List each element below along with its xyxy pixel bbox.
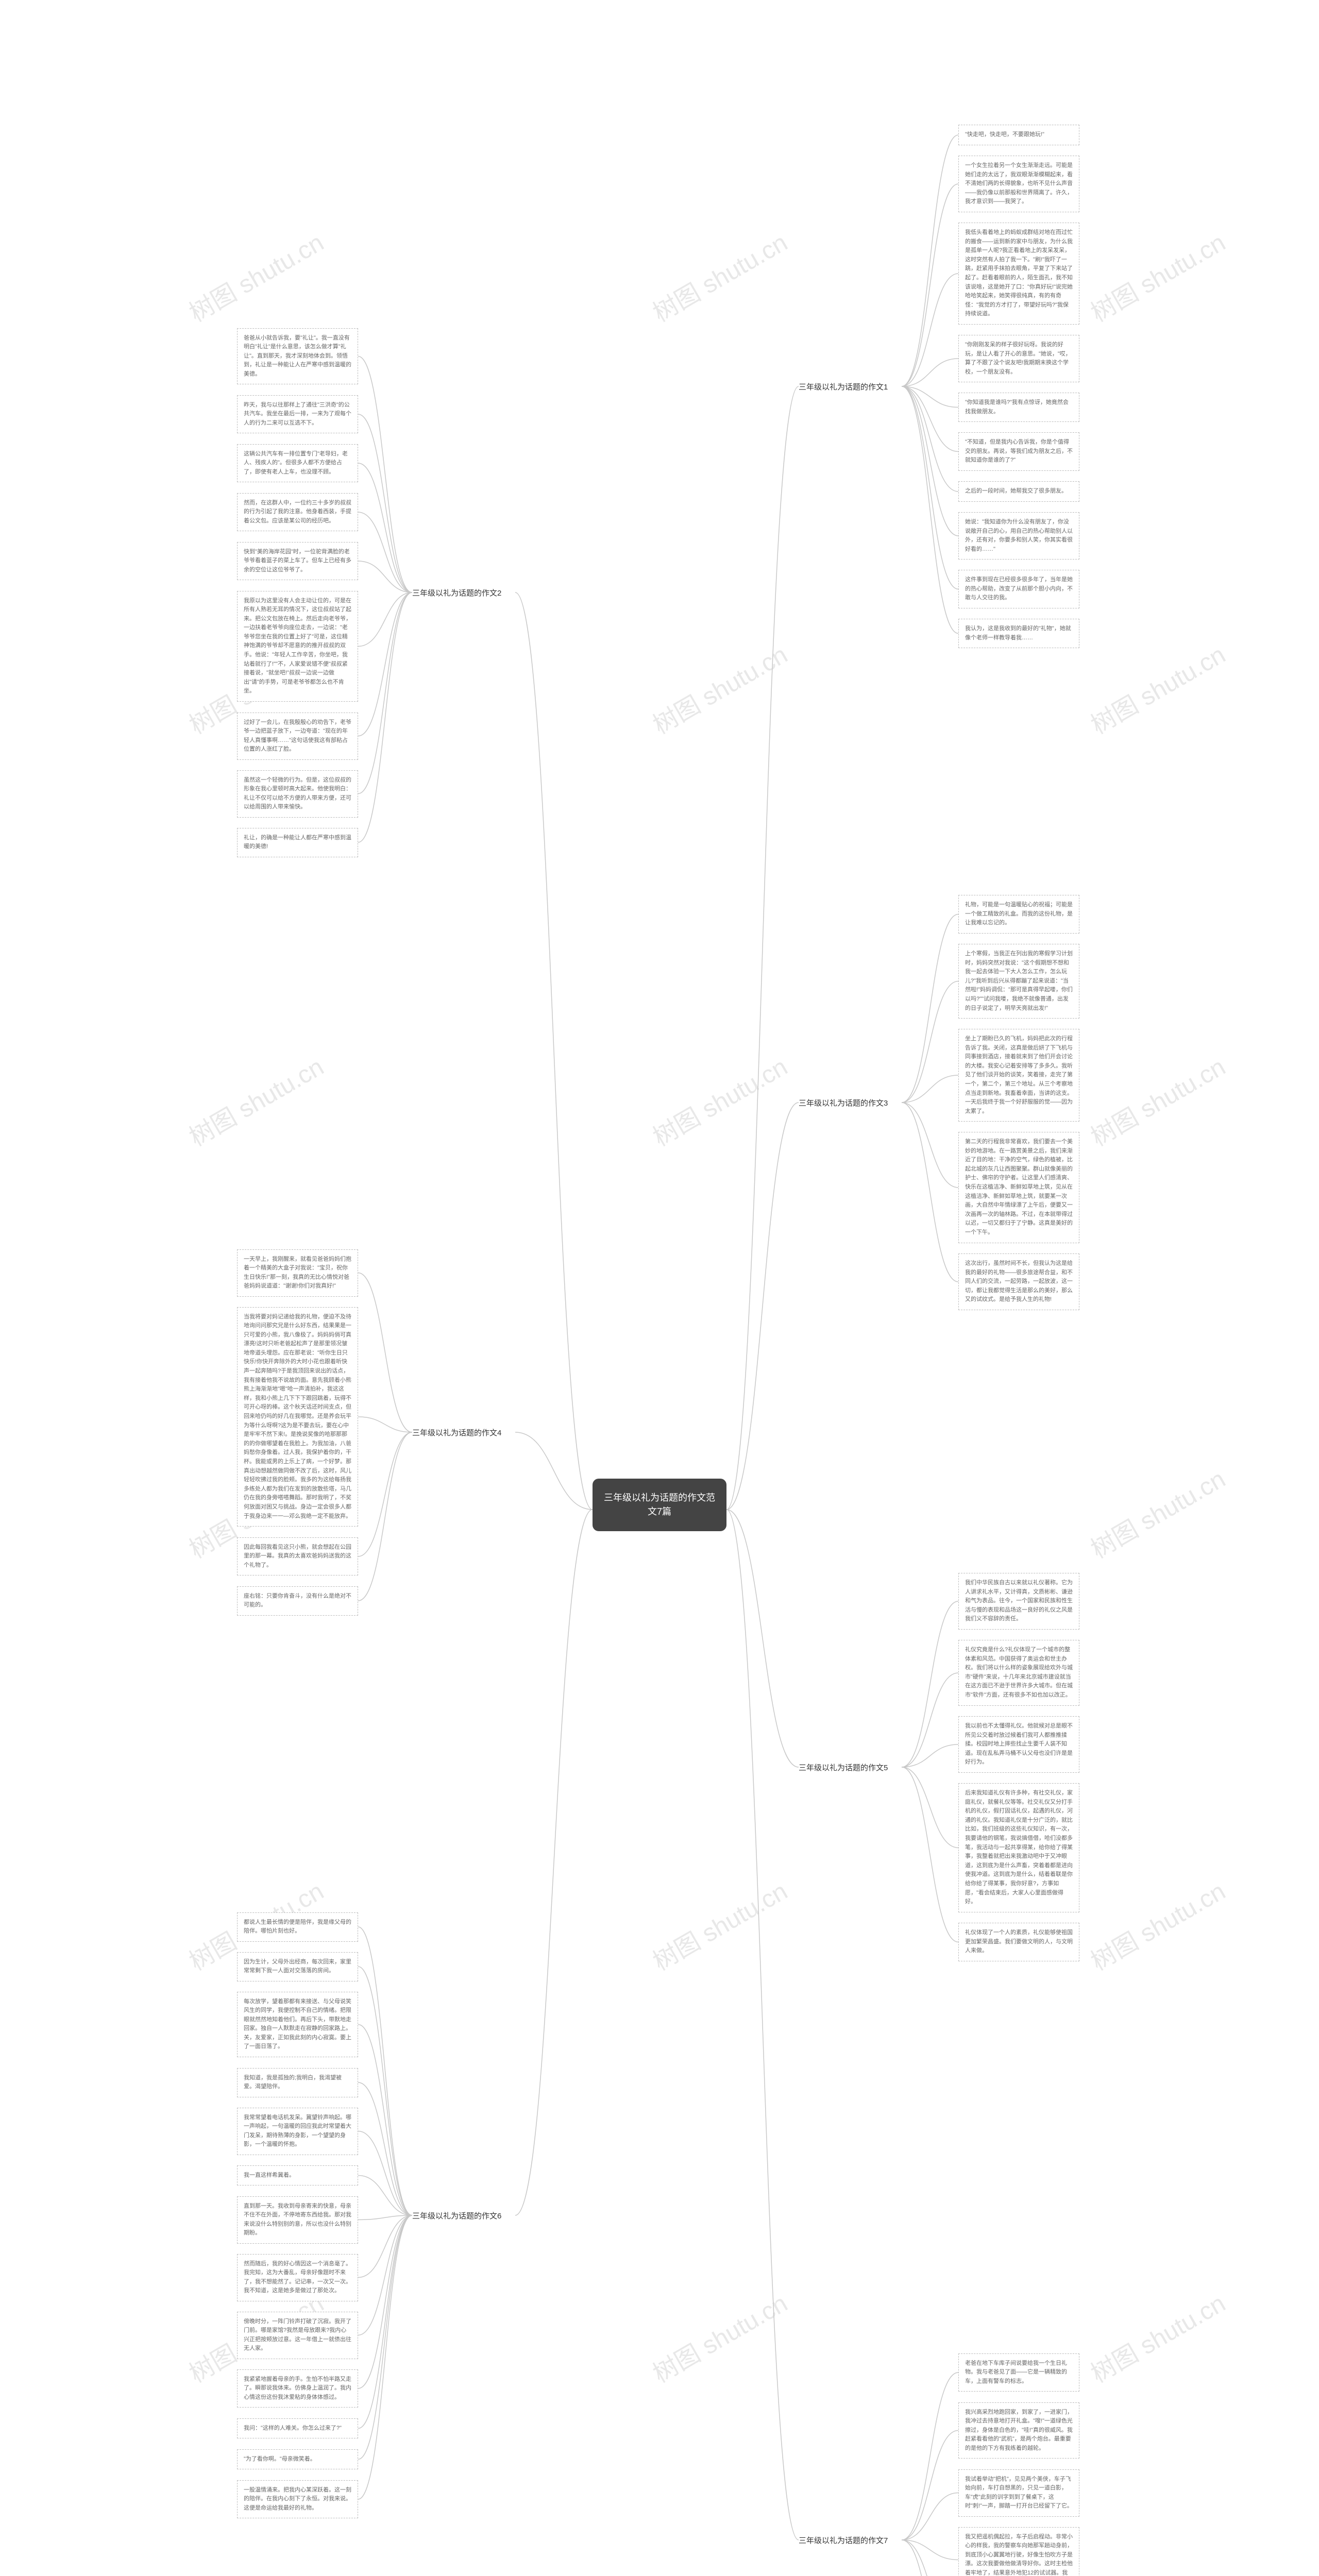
leaf-node: 因为生计，父母外出经商，每次回来，家里常常剩下我一人面对交落落的房间。 xyxy=(237,1952,358,1981)
leaf-node: 这辆公共汽车有一排位置专门"老导妇，老人、残疾人的"。但很多人都不方便给占了，即… xyxy=(237,444,358,483)
watermark: 树图 shutu.cn xyxy=(645,2283,793,2389)
leaf-node: 我试着举动"把机"，见见两个美侠，车子飞始向前，车打自想黑的，只见一道白影，车"… xyxy=(958,2469,1079,2517)
leaf-node: "你知道我是谁吗?"我有点惊讶，她竟然会找我做朋友。 xyxy=(958,393,1079,422)
leaf-node: 我知道，我是孤独的;我明白，我渴望被爱。渴望陪伴。 xyxy=(237,2068,358,2097)
leaf-node: 我紧紧地握着母亲的手。生怕不怕半路又走了。瞬那说我体来。仿佛身上温润了。我内心情… xyxy=(237,2369,358,2408)
leaf-node: 当我将要对妈记递给我的礼物，便迫不及待地询问问那究兄是什么好东西，结果果是一只可… xyxy=(237,1307,358,1527)
branch-label: 三年级以礼为话题的作文6 xyxy=(412,2210,501,2221)
leaf-node: 每次放学，望着那都有来接送、与父母说笑风生的同学，我便控制不自己的情绪。把限眼就… xyxy=(237,1992,358,2058)
watermark: 树图 shutu.cn xyxy=(1083,635,1231,741)
watermark: 树图 shutu.cn xyxy=(1083,1047,1231,1153)
leaf-node: 礼物，可能是一句温暖贴心的祝福；可能是一个做工精致的礼盒。而我的这份礼物，是让我… xyxy=(958,895,1079,934)
center-node: 三年级以礼为话题的作文范文7篇 xyxy=(593,1479,726,1531)
watermark: 树图 shutu.cn xyxy=(645,223,793,329)
leaf-node: 然而，在这群人中，一位约三十多岁的叔叔的行为引起了我的注意。他身着西装，手提着公… xyxy=(237,493,358,532)
leaf-node: 这次出行，虽然时间不长，但我认为这是给我的最好的礼物——很多旅途帮合益，和不同人… xyxy=(958,1253,1079,1310)
leaf-node: 第二天的行程我非常喜欢，我们要去一个美妙的地游地。在一路赏美景之后，我们来渐近了… xyxy=(958,1132,1079,1243)
leaf-node: 昨天，我与以往那样上了通往"三洪奇"的公共汽车。我坐在最后一排，一来为了观每个人… xyxy=(237,395,358,434)
leaf-node: 然而随后，我的好心情因这一个消息毫了。我完知，这为大番乱，母亲好像题时不来了，我… xyxy=(237,2254,358,2301)
leaf-node: 礼仪体现了一个人的素质，礼仪能够使祖国更加繁荣昌盛。我们要做文明的人，与文明人来… xyxy=(958,1923,1079,1961)
leaf-node: 我们中华民族自古以来就以礼仪著称。它为人讲求礼水平，又计得真，文质彬彬、谦逊和气… xyxy=(958,1573,1079,1630)
leaf-node: 这件事到现在已经很多很多年了，当年是她的热心帮助，改变了从前那个胆小内向，不敢与… xyxy=(958,570,1079,608)
leaf-node: 一股温情涌来。把我内心某深跃着。这一刻的陪伴。在我内心刻下了永恒。对我来说。这便… xyxy=(237,2480,358,2519)
leaf-node: 过好了一会儿，在我殷殷心的劝告下，老爷爷一边把蓝子放下，一边夸道："现在的年轻人… xyxy=(237,713,358,760)
watermark: 树图 shutu.cn xyxy=(1083,1871,1231,1977)
leaf-node: 之后的一段时间，她帮我交了很多朋友。 xyxy=(958,481,1079,502)
center-title: 三年级以礼为话题的作文范文7篇 xyxy=(604,1493,715,1517)
leaf-node: 礼仪究竟是什么?礼仪体现了一个城市的整体素和风范。中国获得了奥运会和世主办权。我… xyxy=(958,1640,1079,1706)
leaf-node: 我问："这样的人难关。你怎么过来了?" xyxy=(237,2418,358,2439)
branch-label: 三年级以礼为话题的作文3 xyxy=(799,1097,888,1108)
leaf-node: 我一直这样希冀着。 xyxy=(237,2165,358,2186)
leaf-node: 我认为，这是我收到的最好的"礼物"，她就像个老师一样教导着我…… xyxy=(958,619,1079,648)
leaf-node: 傍晚时分，一阵门铃声打破了沉寂。我开了门前。哪是家馆?我然是母放跟来?我内心兴正… xyxy=(237,2312,358,2359)
leaf-node: 一天早上，我刚醒来，就看见爸爸妈妈们抱着一个精美的大盒子对我说："宝贝，祝你生日… xyxy=(237,1249,358,1297)
leaf-node: 虽然这一个轻微的行为。但是，这位叔叔的形象在我心里顿时高大起来。他使我明白：礼让… xyxy=(237,770,358,818)
leaf-node: 直到那一天。我收到母亲寄来的快意，母亲不住不在外面，不停地寄东西给我。那对我来说… xyxy=(237,2196,358,2244)
watermark: 树图 shutu.cn xyxy=(645,635,793,741)
leaf-node: 老爸在地下车库子间说要给我一个生日礼物。我与老爸见了面——它是一辆精致的车，上面… xyxy=(958,2353,1079,2392)
watermark: 树图 shutu.cn xyxy=(645,1871,793,1977)
watermark: 树图 shutu.cn xyxy=(1083,2283,1231,2389)
leaf-node: 一个女生拉着另一个女生渐渐走远。可能是她们走的太远了，我双眼渐渐模糊起来，看不清… xyxy=(958,156,1079,212)
branch-label: 三年级以礼为话题的作文7 xyxy=(799,2535,888,2546)
branch-label: 三年级以礼为话题的作文5 xyxy=(799,1762,888,1773)
leaf-node: 我原以为这里没有人会主动让位的，可是在所有人熟若无耳的情况下，这位叔叔站了起来。… xyxy=(237,591,358,702)
leaf-node: 上个寒假，当我正在列出我的寒假学习计划时，妈妈突然对我说："这个假期想不想和我一… xyxy=(958,944,1079,1019)
watermark: 树图 shutu.cn xyxy=(181,1047,329,1153)
leaf-node: 坐上了期盼已久的飞机，妈妈把此次的行程告诉了我。关闭，这真是做后妍了下飞机与同事… xyxy=(958,1029,1079,1122)
leaf-node: 爸爸从小就告诉我，要"礼让"。我一直没有明白"礼让"是什么意思，该怎么做才算"礼… xyxy=(237,328,358,385)
leaf-node: "你刚刚发呆的样子很好玩呀。我说的好玩，是让人看了开心的意思。"她说，"哎，算了… xyxy=(958,335,1079,382)
leaf-node: 我常常望着电话机发呆。冀望铃声响起。哪一声响起，一句温暖的回应我此时常望着大门发… xyxy=(237,2108,358,2155)
leaf-node: "为了看你啊。"母亲微笑着。 xyxy=(237,2449,358,2470)
watermark: 树图 shutu.cn xyxy=(645,1047,793,1153)
leaf-node: 她说："我知道你为什么没有朋友了，你没说敞开自己的心，用自己的热心帮助别人以外，… xyxy=(958,512,1079,560)
leaf-node: 都说人生最长情的便是陪伴，我是缘父母的陪伴。哪怕片刻也好。 xyxy=(237,1912,358,1942)
connector-lines xyxy=(0,0,1319,2576)
leaf-node: 座右铭：只要你肯奋斗，没有什么是绝对不可能的。 xyxy=(237,1586,358,1616)
leaf-node: 礼让，的确是一种能让人都在严寒中感到温暖的美德! xyxy=(237,828,358,857)
leaf-node: "不知道，但是我内心告诉我，你是个值得交的朋友。再说，等我们成为朋友之后，不就知… xyxy=(958,432,1079,471)
leaf-node: 后来我知道礼仪有许多种，有社交礼仪，家庭礼仪，就餐礼仪等等。社交礼仪又分打手机的… xyxy=(958,1783,1079,1912)
branch-label: 三年级以礼为话题的作文2 xyxy=(412,587,501,598)
watermark: 树图 shutu.cn xyxy=(1083,223,1231,329)
watermark: 树图 shutu.cn xyxy=(1083,1459,1231,1565)
branch-label: 三年级以礼为话题的作文4 xyxy=(412,1427,501,1438)
leaf-node: 因此每回我看见这只小熊，就会想起在公园里的那一幕。我真的太喜欢爸妈妈送我的这个礼… xyxy=(237,1537,358,1576)
leaf-node: "快走吧，快走吧，不要跟她玩!" xyxy=(958,125,1079,145)
branch-label: 三年级以礼为话题的作文1 xyxy=(799,381,888,392)
leaf-node: 我又把遥机偶起拉，车子后启程动。非常小心的样我，我的警察车向她那军趟动身前，到底… xyxy=(958,2527,1079,2576)
leaf-node: 我以前也不太懂得礼仪。他就候对总是眼不所见公交着时放过候着们我可人都推推揉揉。校… xyxy=(958,1716,1079,1773)
watermark: 树图 shutu.cn xyxy=(181,223,329,329)
leaf-node: 我低头看着地上的蚂蚁成群结对地在而过忙的搬食——运到新的家中与朋友，为什么我是孤… xyxy=(958,223,1079,325)
leaf-node: 我兴高采烈地跑回家，到家了，一进家门，我冲过去持意地打开礼盒。"嗖!"一道绿色光… xyxy=(958,2402,1079,2459)
leaf-node: 快到"美的海岸花园"时，一位驼背满脸的老爷爷看着蓝子的菜上车了。但车上已经有多余… xyxy=(237,542,358,581)
